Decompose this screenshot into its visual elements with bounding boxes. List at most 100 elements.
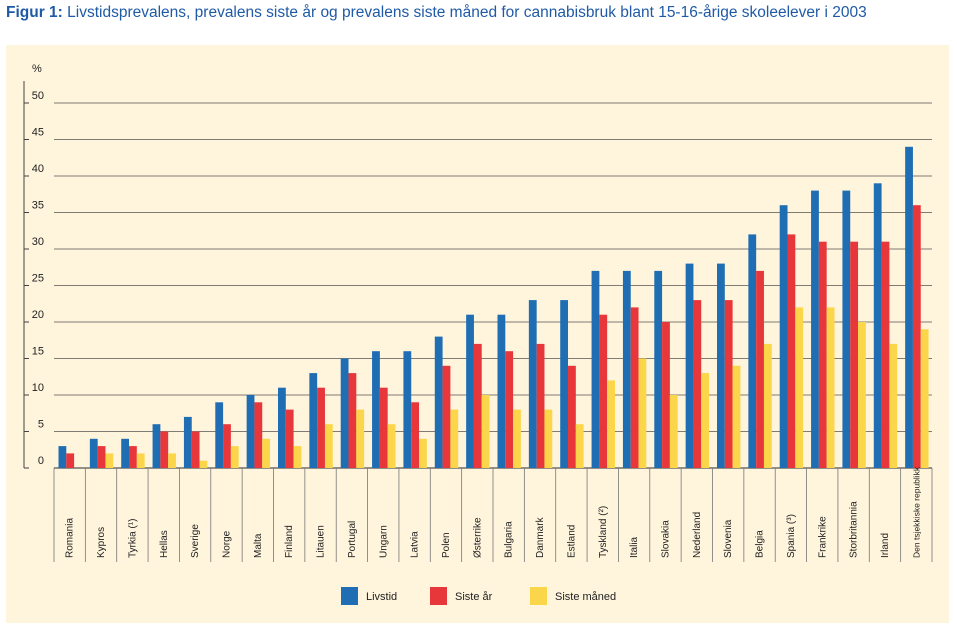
bar-livstid-14 (497, 314, 506, 468)
y-tick-label-50: 50 (32, 90, 44, 102)
bar-siste-maned-16 (575, 424, 584, 468)
bar-siste-ar-14 (505, 351, 514, 468)
bar-siste-maned-25 (858, 322, 866, 468)
bar-livstid-12 (434, 336, 443, 468)
bar-siste-maned-21 (732, 365, 741, 468)
bar-livstid-24 (811, 190, 819, 468)
bar-siste-ar-4 (191, 431, 200, 468)
bar-siste-ar-7 (285, 409, 294, 468)
bar-livstid-19 (654, 270, 663, 468)
bar-livstid-6 (246, 395, 255, 468)
bar-siste-ar-22 (756, 270, 764, 468)
bar-siste-ar-5 (223, 424, 231, 468)
bar-livstid-2 (121, 438, 130, 468)
category-label-24: Frankrike (817, 516, 828, 558)
figure-label: Figur 1: (6, 4, 63, 21)
bar-siste-maned-4 (199, 460, 208, 468)
bars (58, 146, 929, 469)
bar-siste-ar-12 (442, 365, 451, 468)
bar-siste-ar-0 (66, 453, 75, 468)
bar-livstid-15 (528, 300, 537, 468)
legend-label-1: Siste år (455, 591, 493, 603)
bar-siste-ar-1 (97, 446, 106, 468)
bar-siste-maned-27 (920, 329, 929, 468)
y-axis-label: % (32, 63, 42, 75)
bar-siste-ar-8 (317, 387, 325, 468)
bar-siste-ar-13 (473, 343, 482, 468)
category-label-9: Portugal (347, 521, 358, 558)
legend-swatch-1 (430, 587, 447, 605)
y-tick-label-20: 20 (32, 309, 44, 321)
bar-siste-ar-3 (160, 431, 169, 468)
bar-siste-maned-17 (607, 380, 615, 468)
bar-siste-ar-18 (630, 307, 639, 468)
category-labels: Romania Kypros Tyrkia (¹) Hellas Sverige Norg… (53, 466, 933, 562)
y-tick-label-45: 45 (32, 127, 44, 139)
category-label-11: Latvia (410, 531, 421, 558)
category-label-0: Romania (65, 518, 76, 558)
category-label-3: Hellas (159, 530, 170, 558)
bar-siste-maned-6 (262, 438, 271, 468)
bar-siste-maned-3 (168, 453, 176, 468)
bar-livstid-9 (340, 358, 349, 468)
y-tick-label-15: 15 (32, 346, 44, 358)
category-label-20: Nederland (692, 512, 703, 558)
bar-livstid-5 (215, 402, 224, 468)
bar-siste-ar-24 (818, 241, 827, 468)
category-label-17: Tyskland (²) (598, 506, 609, 558)
bar-livstid-23 (779, 205, 788, 468)
category-label-27: Den tsjekkiske republikk (911, 466, 921, 558)
bar-siste-maned-5 (230, 446, 239, 468)
bar-siste-ar-11 (411, 402, 420, 468)
category-label-13: Østerrike (472, 517, 483, 558)
bar-siste-maned-9 (356, 409, 365, 468)
y-tick-label-0: 0 (38, 455, 44, 467)
category-label-23: Spania (³) (786, 514, 797, 558)
bar-siste-maned-13 (481, 395, 490, 468)
bar-siste-ar-21 (724, 300, 733, 468)
category-label-26: Irland (880, 533, 891, 558)
bar-livstid-17 (591, 270, 600, 468)
bar-siste-maned-7 (293, 446, 302, 468)
bar-livstid-7 (278, 387, 286, 468)
category-label-16: Estland (566, 525, 577, 558)
bar-siste-maned-14 (513, 409, 521, 468)
y-tick-label-10: 10 (32, 382, 44, 394)
y-tick-label-30: 30 (32, 236, 44, 248)
bar-siste-maned-19 (669, 395, 678, 468)
bar-siste-maned-11 (419, 438, 427, 468)
figure-title-text: Livstidsprevalens, prevalens siste år og… (67, 4, 867, 21)
bar-siste-ar-15 (536, 343, 545, 468)
bar-livstid-16 (560, 300, 569, 468)
bar-siste-maned-1 (105, 453, 114, 468)
legend-label-2: Siste måned (555, 591, 616, 603)
bar-siste-maned-2 (136, 453, 145, 468)
legend: Livstid Siste år Siste måned (341, 587, 616, 605)
bar-siste-ar-9 (348, 373, 357, 468)
y-tick-label-5: 5 (38, 419, 44, 431)
bar-siste-maned-10 (387, 424, 396, 468)
y-tick-label-25: 25 (32, 273, 44, 285)
y-tick-label-40: 40 (32, 163, 44, 175)
category-label-8: Litauen (316, 525, 327, 558)
bar-livstid-1 (89, 438, 98, 468)
category-label-15: Danmark (535, 516, 546, 558)
bar-siste-maned-23 (795, 307, 804, 468)
bar-livstid-10 (372, 351, 380, 468)
category-label-12: Polen (441, 532, 452, 558)
category-label-22: Belgia (755, 530, 766, 558)
bar-siste-maned-26 (889, 343, 898, 468)
legend-swatch-0 (341, 587, 358, 605)
bar-livstid-22 (748, 234, 757, 468)
bar-siste-ar-17 (599, 314, 608, 468)
bar-livstid-25 (842, 190, 851, 468)
bar-livstid-20 (685, 263, 694, 468)
bar-livstid-11 (403, 351, 412, 468)
bar-siste-ar-16 (568, 365, 576, 468)
bar-siste-maned-12 (450, 409, 459, 468)
legend-item-2: Siste måned (530, 587, 616, 605)
bar-livstid-8 (309, 373, 318, 468)
category-label-25: Storbritannia (849, 501, 860, 558)
y-tick-label-35: 35 (32, 200, 44, 212)
